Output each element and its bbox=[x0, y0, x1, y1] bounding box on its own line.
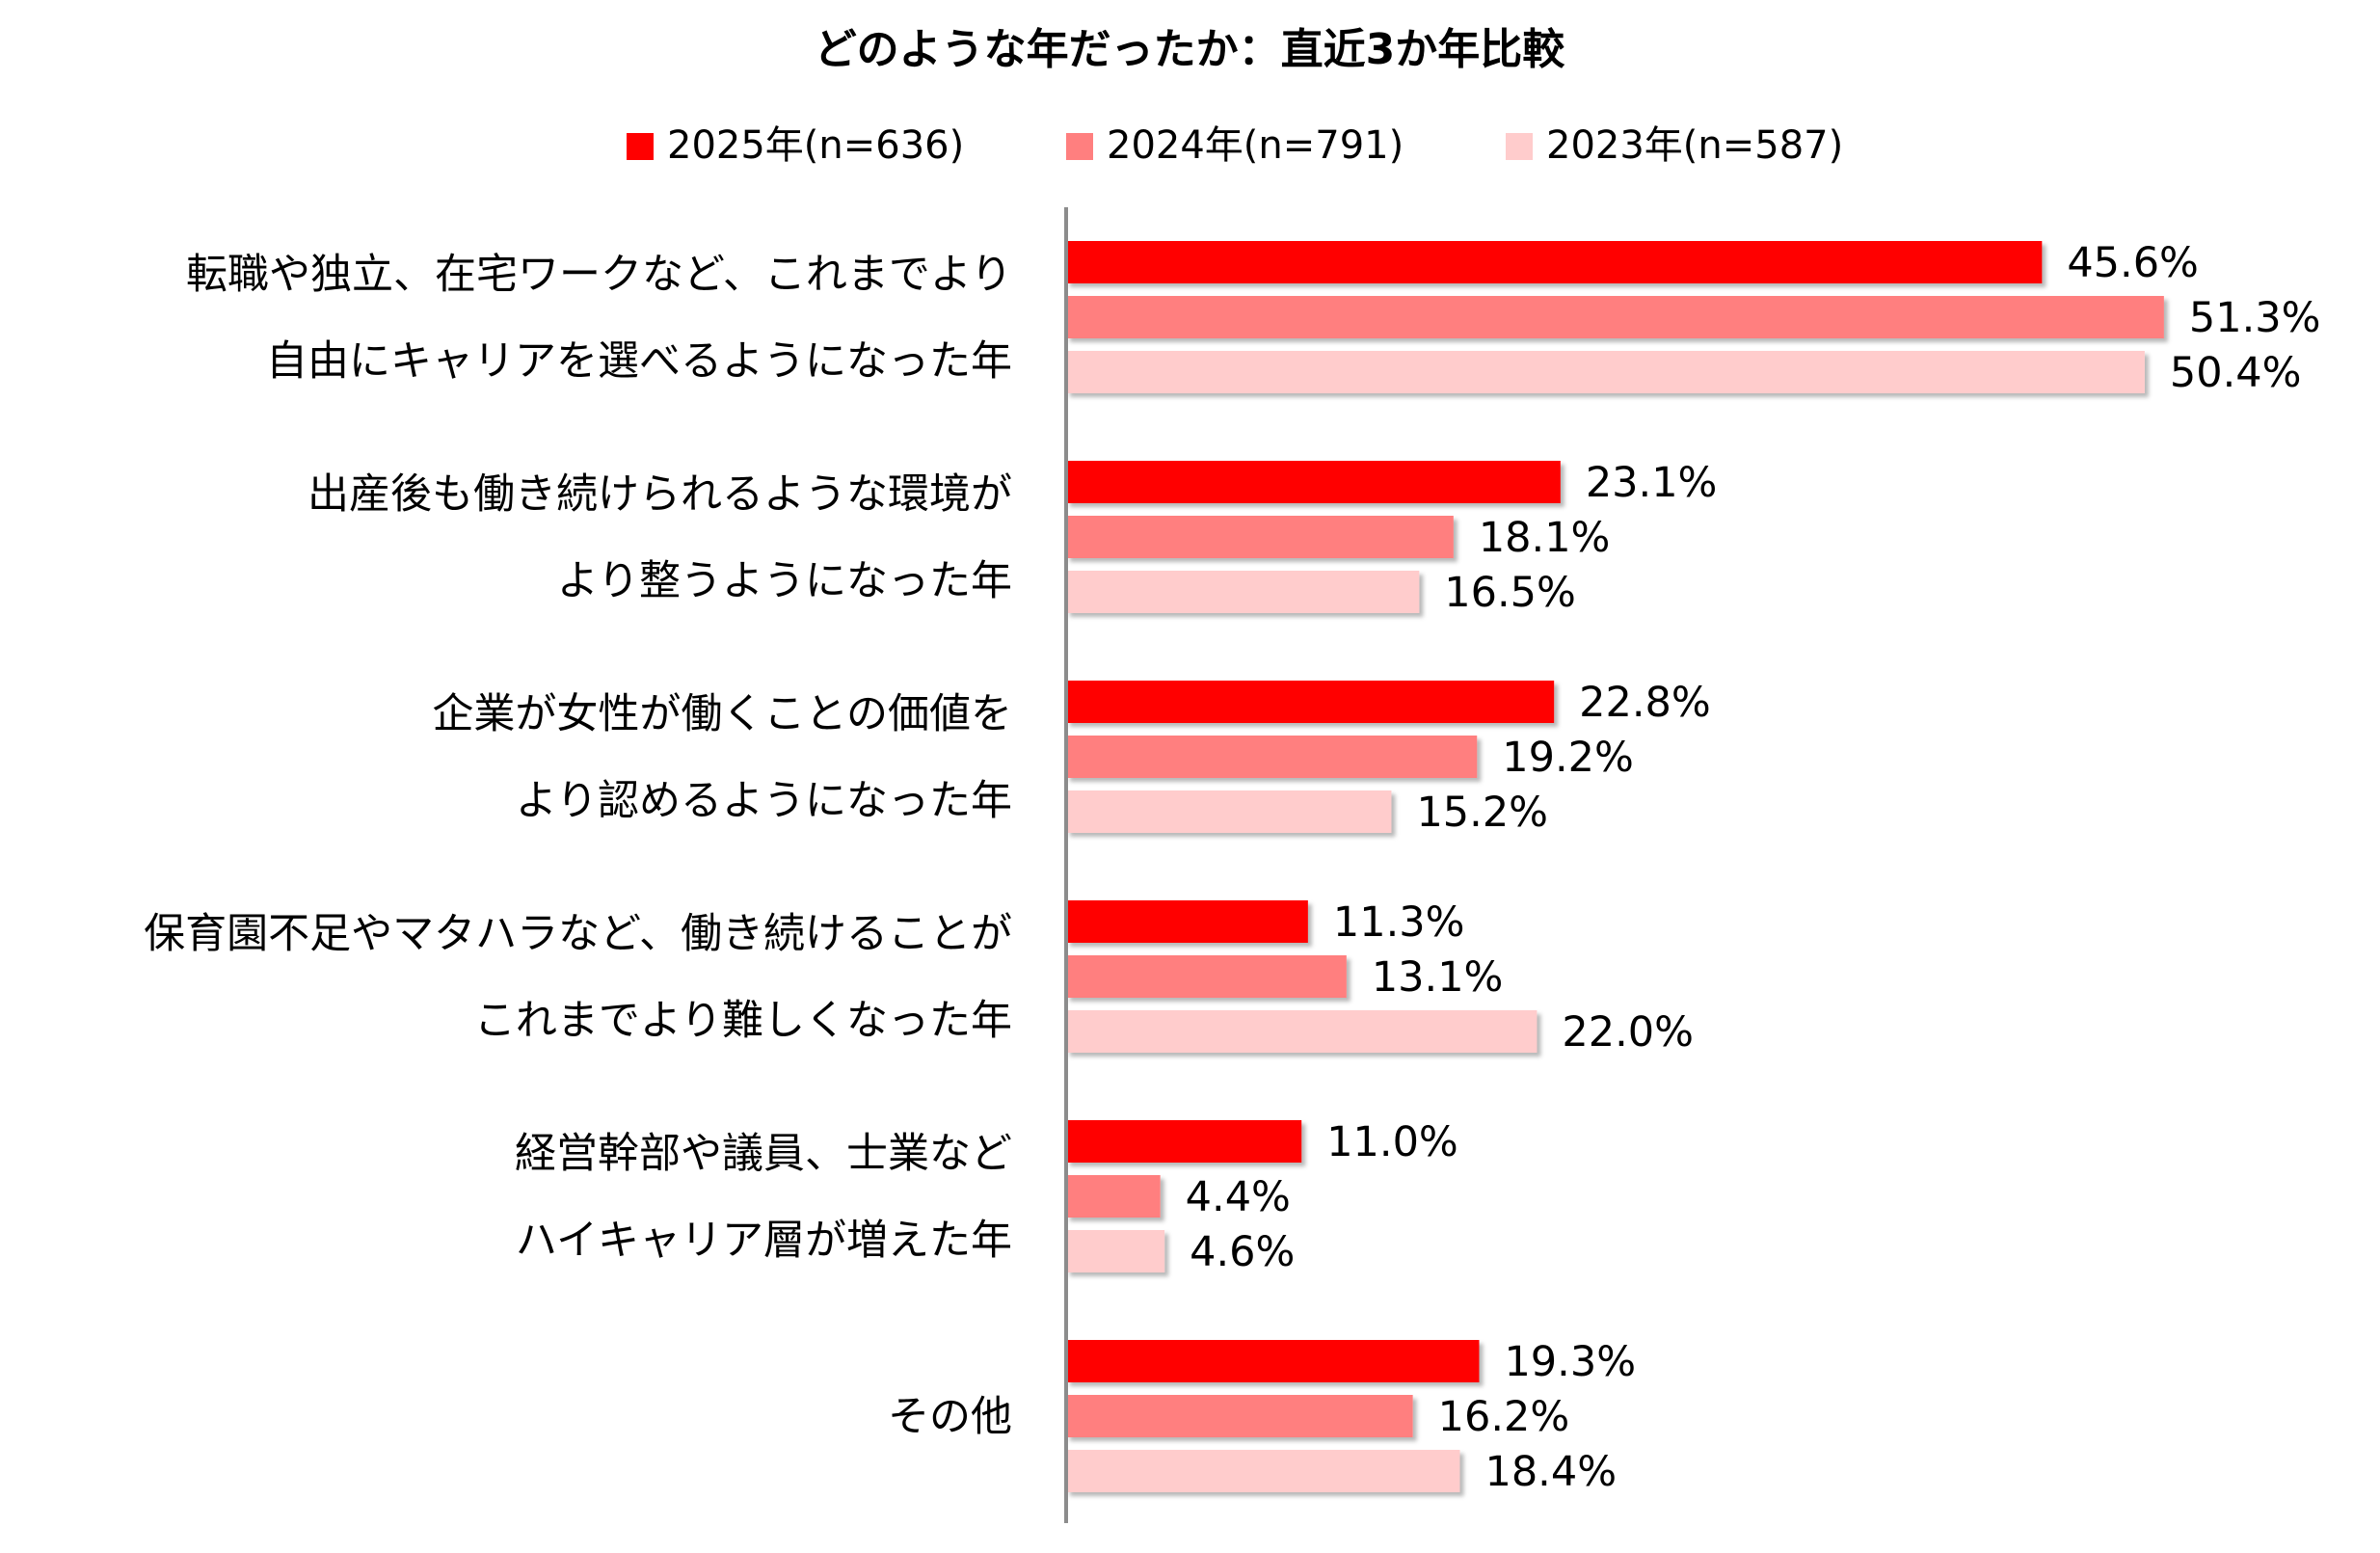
bar-5-1 bbox=[1066, 1395, 1413, 1437]
bar-2-2 bbox=[1066, 790, 1392, 833]
category-label-1-0: 出産後も働き続けられるような環境が bbox=[308, 470, 1012, 519]
category-label-3-1: これまでより難しくなった年 bbox=[474, 997, 1012, 1045]
bar-4-1 bbox=[1066, 1175, 1161, 1218]
category-label-4-1: ハイキャリア層が増えた年 bbox=[516, 1217, 1012, 1265]
bar-4-0 bbox=[1066, 1120, 1302, 1163]
value-label-0-2: 50.4% bbox=[2170, 349, 2302, 397]
value-label-4-2: 4.6% bbox=[1190, 1228, 1295, 1276]
value-label-4-0: 11.0% bbox=[1326, 1118, 1458, 1166]
legend-swatch-2 bbox=[1506, 133, 1533, 160]
value-label-5-1: 16.2% bbox=[1438, 1393, 1570, 1441]
bar-4-2 bbox=[1066, 1230, 1165, 1272]
bar-2-1 bbox=[1066, 736, 1478, 778]
category-label-3-0: 保育園不足やマタハラなど、働き続けることが bbox=[144, 910, 1012, 958]
bar-3-1 bbox=[1066, 955, 1347, 998]
bar-2-0 bbox=[1066, 681, 1555, 723]
bar-1-0 bbox=[1066, 461, 1561, 503]
bar-1-1 bbox=[1066, 516, 1454, 558]
value-label-0-1: 51.3% bbox=[2189, 294, 2321, 342]
category-label-5-0: その他 bbox=[888, 1393, 1012, 1441]
value-label-3-2: 22.0% bbox=[1562, 1008, 1694, 1057]
value-label-2-1: 19.2% bbox=[1502, 734, 1634, 782]
category-label-1-1: より整うようになった年 bbox=[557, 557, 1012, 605]
legend-swatch-0 bbox=[627, 133, 654, 160]
bar-0-2 bbox=[1066, 351, 2145, 393]
bar-5-2 bbox=[1066, 1450, 1460, 1492]
legend: 2025年(n=636) 2024年(n=791) 2023年(n=587) bbox=[627, 123, 1843, 168]
value-label-5-0: 19.3% bbox=[1504, 1338, 1636, 1386]
chart-title: どのような年だったか：直近3か年比較 bbox=[815, 25, 1566, 74]
bar-3-2 bbox=[1066, 1010, 1538, 1053]
value-label-3-0: 11.3% bbox=[1333, 898, 1465, 947]
bar-5-0 bbox=[1066, 1340, 1480, 1382]
value-label-2-2: 15.2% bbox=[1416, 789, 1548, 837]
bar-0-1 bbox=[1066, 296, 2164, 338]
bar-1-2 bbox=[1066, 571, 1420, 613]
value-label-4-1: 4.4% bbox=[1186, 1173, 1291, 1221]
value-label-5-2: 18.4% bbox=[1484, 1448, 1617, 1496]
value-label-1-2: 16.5% bbox=[1444, 569, 1576, 617]
category-label-2-0: 企業が女性が働くことの価値を bbox=[432, 690, 1012, 738]
legend-swatch-1 bbox=[1066, 133, 1093, 160]
value-label-3-1: 13.1% bbox=[1372, 953, 1504, 1002]
category-label-0-0: 転職や独立、在宅ワークなど、これまでより bbox=[186, 251, 1012, 299]
value-label-1-0: 23.1% bbox=[1586, 459, 1718, 507]
bar-3-0 bbox=[1066, 900, 1308, 943]
value-label-1-1: 18.1% bbox=[1479, 514, 1611, 562]
legend-label-0: 2025年(n=636) bbox=[667, 123, 964, 168]
category-label-2-1: より認めるようになった年 bbox=[516, 777, 1012, 825]
bar-0-0 bbox=[1066, 241, 2043, 283]
legend-label-1: 2024年(n=791) bbox=[1107, 123, 1404, 168]
category-label-0-1: 自由にキャリアを選べるようになった年 bbox=[266, 337, 1012, 386]
value-label-2-0: 22.8% bbox=[1579, 679, 1711, 727]
category-label-4-0: 経営幹部や議員、士業など bbox=[515, 1130, 1012, 1178]
legend-label-2: 2023年(n=587) bbox=[1546, 123, 1843, 168]
value-label-0-0: 45.6% bbox=[2067, 239, 2199, 287]
